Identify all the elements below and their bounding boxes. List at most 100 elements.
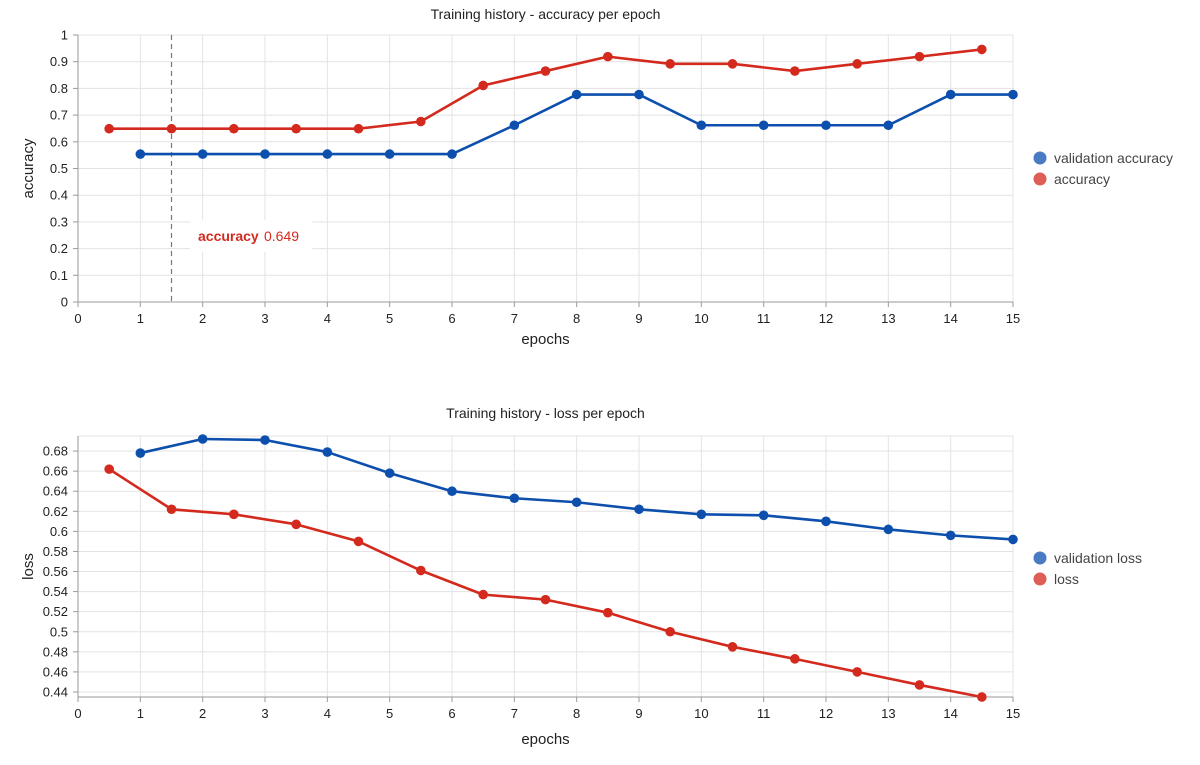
data-point[interactable] bbox=[447, 486, 457, 497]
legend-marker[interactable] bbox=[1033, 551, 1047, 565]
legend-marker[interactable] bbox=[1033, 151, 1047, 165]
data-point[interactable] bbox=[790, 654, 800, 664]
data-point[interactable] bbox=[821, 120, 831, 131]
x-tick-label: 11 bbox=[757, 706, 771, 721]
data-point[interactable] bbox=[1008, 89, 1018, 100]
data-point[interactable] bbox=[540, 66, 551, 76]
x-tick-label: 11 bbox=[757, 311, 771, 326]
data-point[interactable] bbox=[571, 89, 582, 100]
data-point[interactable] bbox=[478, 80, 488, 91]
data-point[interactable] bbox=[447, 149, 457, 159]
data-point[interactable] bbox=[478, 589, 488, 600]
data-point[interactable] bbox=[883, 524, 894, 535]
x-axis-label: epochs bbox=[521, 331, 569, 348]
data-point[interactable] bbox=[322, 447, 333, 457]
data-point[interactable] bbox=[166, 504, 177, 515]
data-point[interactable] bbox=[852, 667, 862, 677]
y-tick-label: 0.66 bbox=[43, 464, 68, 479]
data-point[interactable] bbox=[509, 120, 520, 131]
data-point[interactable] bbox=[229, 123, 239, 134]
data-point[interactable] bbox=[104, 464, 114, 474]
data-point[interactable] bbox=[758, 510, 769, 521]
x-tick-label: 4 bbox=[324, 311, 331, 326]
legend-marker[interactable] bbox=[1033, 572, 1047, 586]
data-point[interactable] bbox=[104, 123, 114, 134]
legend-marker[interactable] bbox=[1033, 172, 1047, 186]
data-point[interactable] bbox=[322, 149, 333, 159]
x-tick-label: 10 bbox=[694, 311, 708, 326]
x-tick-label: 5 bbox=[386, 706, 393, 721]
data-point[interactable] bbox=[229, 509, 239, 520]
data-point[interactable] bbox=[790, 66, 800, 76]
y-tick-label: 0.58 bbox=[43, 544, 68, 559]
chart-title: Training history - accuracy per epoch bbox=[431, 6, 661, 22]
series-validation-accuracy bbox=[135, 89, 1018, 159]
series-accuracy bbox=[104, 44, 987, 134]
x-tick-label: 0 bbox=[74, 311, 81, 326]
data-point[interactable] bbox=[945, 530, 956, 541]
data-point[interactable] bbox=[166, 123, 177, 134]
data-point[interactable] bbox=[353, 536, 364, 547]
data-point[interactable] bbox=[977, 692, 987, 702]
data-point[interactable] bbox=[1008, 534, 1018, 545]
data-point[interactable] bbox=[727, 59, 738, 69]
data-point[interactable] bbox=[665, 59, 675, 69]
data-point[interactable] bbox=[914, 680, 925, 690]
data-point[interactable] bbox=[291, 519, 301, 530]
data-point[interactable] bbox=[852, 59, 862, 69]
data-point[interactable] bbox=[291, 123, 301, 134]
data-point[interactable] bbox=[977, 44, 987, 55]
tooltip-value: 0.649 bbox=[264, 228, 299, 244]
legend-label[interactable]: loss bbox=[1054, 571, 1079, 587]
x-tick-label: 6 bbox=[448, 311, 455, 326]
data-point[interactable] bbox=[696, 509, 707, 520]
legend: validation accuracy accuracy bbox=[1033, 150, 1173, 187]
data-point[interactable] bbox=[821, 516, 831, 527]
data-point[interactable] bbox=[540, 594, 551, 605]
data-point[interactable] bbox=[945, 89, 956, 100]
data-point[interactable] bbox=[914, 51, 925, 62]
y-tick-label: 0.5 bbox=[50, 161, 68, 176]
x-tick-label: 3 bbox=[261, 706, 268, 721]
data-point[interactable] bbox=[571, 497, 582, 508]
x-tick-label: 15 bbox=[1006, 706, 1020, 721]
data-point[interactable] bbox=[634, 89, 644, 100]
series-validation-loss bbox=[135, 434, 1018, 545]
data-point[interactable] bbox=[665, 626, 675, 637]
y-axis-label: accuracy bbox=[20, 138, 37, 199]
data-point[interactable] bbox=[197, 149, 208, 159]
x-tick-label: 7 bbox=[511, 311, 518, 326]
data-point[interactable] bbox=[416, 116, 426, 127]
legend-label[interactable]: accuracy bbox=[1054, 171, 1110, 187]
data-point[interactable] bbox=[384, 468, 395, 478]
x-tick-label: 9 bbox=[635, 311, 642, 326]
data-point[interactable] bbox=[384, 149, 395, 159]
data-point[interactable] bbox=[883, 120, 894, 131]
x-tick-label: 6 bbox=[448, 706, 455, 721]
data-point[interactable] bbox=[197, 434, 208, 444]
data-point[interactable] bbox=[696, 120, 707, 131]
data-point[interactable] bbox=[603, 51, 613, 62]
data-point[interactable] bbox=[260, 435, 270, 445]
x-tick-label: 1 bbox=[137, 311, 144, 326]
data-point[interactable] bbox=[135, 448, 146, 458]
data-point[interactable] bbox=[260, 149, 270, 159]
tooltip: accuracy 0.649 bbox=[190, 220, 312, 252]
data-point[interactable] bbox=[135, 149, 146, 159]
data-point[interactable] bbox=[758, 120, 769, 131]
y-tick-label: 0.54 bbox=[43, 584, 68, 599]
data-point[interactable] bbox=[509, 493, 520, 504]
legend-label[interactable]: validation loss bbox=[1054, 550, 1142, 566]
data-point[interactable] bbox=[416, 565, 426, 576]
data-point[interactable] bbox=[727, 642, 738, 652]
y-tick-label: 0.7 bbox=[50, 108, 68, 123]
data-point[interactable] bbox=[603, 607, 613, 618]
data-point[interactable] bbox=[634, 504, 644, 515]
x-tick-label: 3 bbox=[261, 311, 268, 326]
legend-label[interactable]: validation accuracy bbox=[1054, 150, 1173, 166]
y-tick-label: 0.6 bbox=[50, 134, 68, 149]
data-point[interactable] bbox=[353, 123, 364, 134]
chart-title: Training history - loss per epoch bbox=[446, 405, 645, 421]
